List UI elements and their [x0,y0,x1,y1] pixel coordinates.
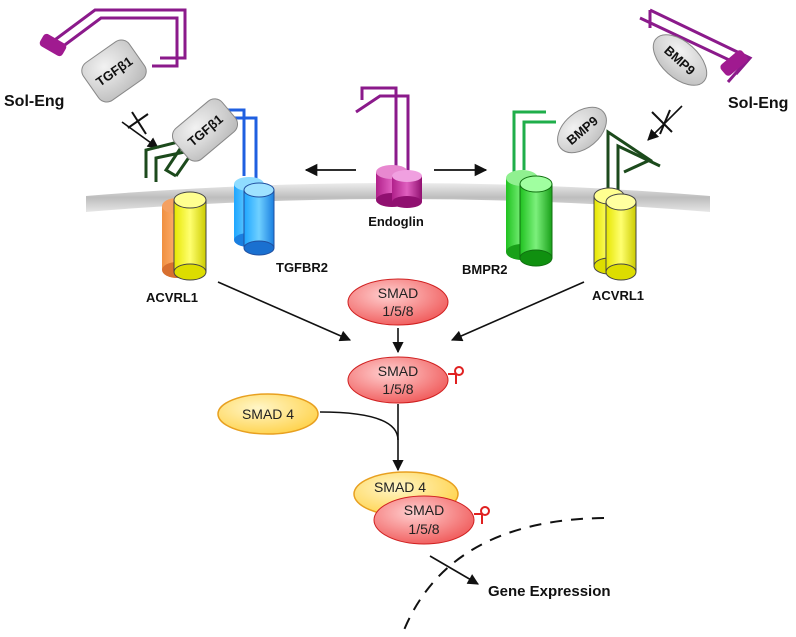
arrow-acvrl1-left-to-smad [217,281,352,342]
arrow-acvrl1-right-to-smad [450,281,585,342]
tgfb1-free-ligand: TGFβ1 [81,39,147,103]
smad4-complex-label: SMAD 4 [374,479,426,495]
arrow-to-gene-expression [429,555,479,585]
acvrl1-right-receptor [593,129,661,281]
bmpr2-receptor [506,110,556,267]
sol-eng-left [39,8,187,68]
smad-complex: SMAD 4 SMAD 1/5/8 [353,471,490,545]
endoglin-receptor [355,86,422,208]
smad158-phos-line2: 1/5/8 [382,381,413,397]
smad4-free: SMAD 4 [217,393,319,435]
bmp9-bound-ligand: BMP9 [557,106,607,154]
smad158-complex-line2: 1/5/8 [408,521,439,537]
smad158-complex-line1: SMAD [404,502,444,518]
acvrl1-right-label: ACVRL1 [592,288,644,303]
sol-eng-left-label: Sol-Eng [4,93,64,110]
bmpr2-label: BMPR2 [462,262,508,277]
bmp9-free-ligand: BMP9 [652,34,708,86]
smad158-phos-line1: SMAD [378,363,418,379]
tgfbr2-receptor [218,108,275,256]
tgfb1-bound-ligand: TGFβ1 [171,98,239,162]
phosphate-icon [474,506,490,524]
acvrl1-left-label: ACVRL1 [146,290,198,305]
smad158-unphosphorylated: SMAD 1/5/8 [347,278,449,326]
endoglin-label: Endoglin [368,214,424,229]
tgfbr2-label: TGFBR2 [276,260,328,275]
sol-eng-right [639,8,753,83]
smad4-free-label: SMAD 4 [242,406,294,422]
smad158-top-line2: 1/5/8 [382,303,413,319]
smad158-top-line1: SMAD [378,285,418,301]
blocked-arrow-right [647,105,683,141]
gene-expression-label: Gene Expression [488,583,611,600]
arrow-smad4-binding [319,411,399,441]
sol-eng-right-label: Sol-Eng [728,95,788,112]
nuclear-membrane [403,517,605,631]
blocked-arrow-left [121,111,159,149]
smad158-phosphorylated: SMAD 1/5/8 [347,356,464,404]
phosphate-icon [448,366,464,384]
